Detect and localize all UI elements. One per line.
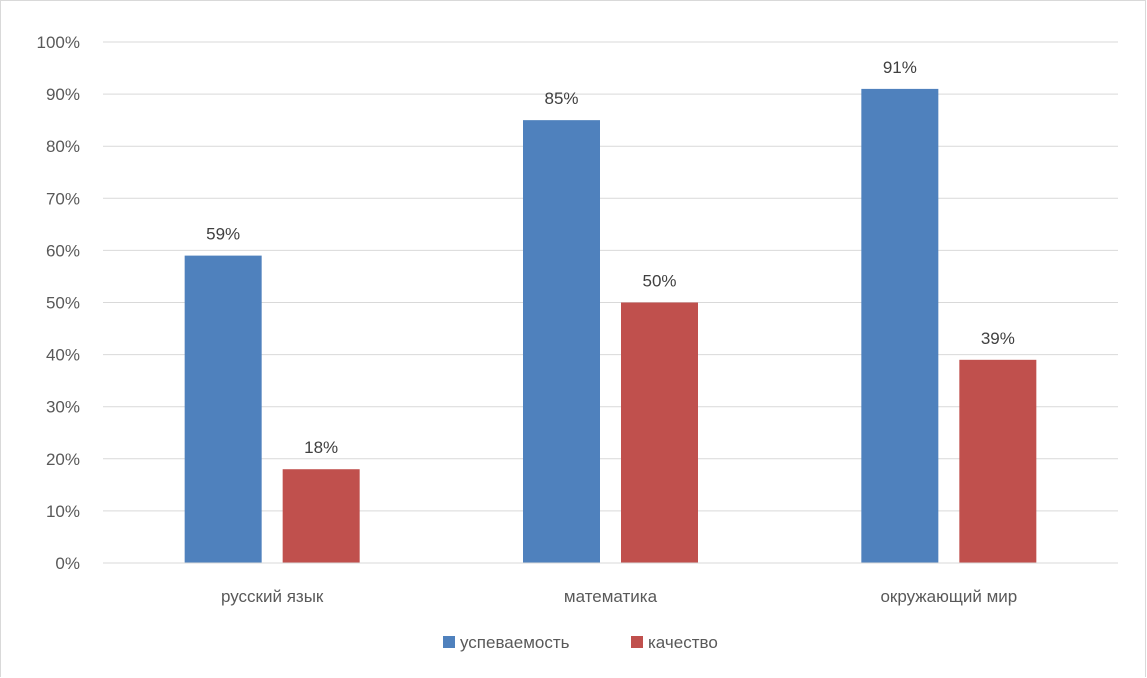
legend-swatch-0	[443, 636, 455, 648]
y-tick-label-80: 80%	[46, 137, 80, 156]
data-label-0-1: 18%	[304, 438, 338, 457]
legend-label-0: успеваемость	[460, 633, 570, 652]
bar-2-0	[861, 88, 939, 563]
legend-swatch-1	[631, 636, 643, 648]
x-category-label-0: русский язык	[221, 587, 324, 606]
y-tick-label-30: 30%	[46, 398, 80, 417]
y-tick-label-20: 20%	[46, 450, 80, 469]
bar-0-1	[282, 469, 360, 563]
y-tick-label-70: 70%	[46, 189, 80, 208]
y-tick-label-60: 60%	[46, 241, 80, 260]
y-tick-label-50: 50%	[46, 294, 80, 313]
x-category-label-2: окружающий мир	[880, 587, 1017, 606]
data-label-2-0: 91%	[883, 58, 917, 77]
data-label-1-0: 85%	[544, 89, 578, 108]
y-tick-label-10: 10%	[46, 502, 80, 521]
data-label-0-0: 59%	[206, 225, 240, 244]
y-tick-label-100: 100%	[37, 33, 80, 52]
legend-label-1: качество	[648, 633, 718, 652]
bar-2-1	[959, 359, 1037, 563]
y-tick-label-90: 90%	[46, 85, 80, 104]
y-tick-label-0: 0%	[55, 554, 80, 573]
bar-0-0	[184, 255, 262, 564]
y-tick-label-40: 40%	[46, 346, 80, 365]
x-category-label-1: математика	[564, 587, 658, 606]
bar-1-1	[621, 302, 698, 563]
data-label-1-1: 50%	[642, 272, 676, 291]
bar-1-0	[523, 120, 600, 564]
data-label-2-1: 39%	[981, 329, 1015, 348]
